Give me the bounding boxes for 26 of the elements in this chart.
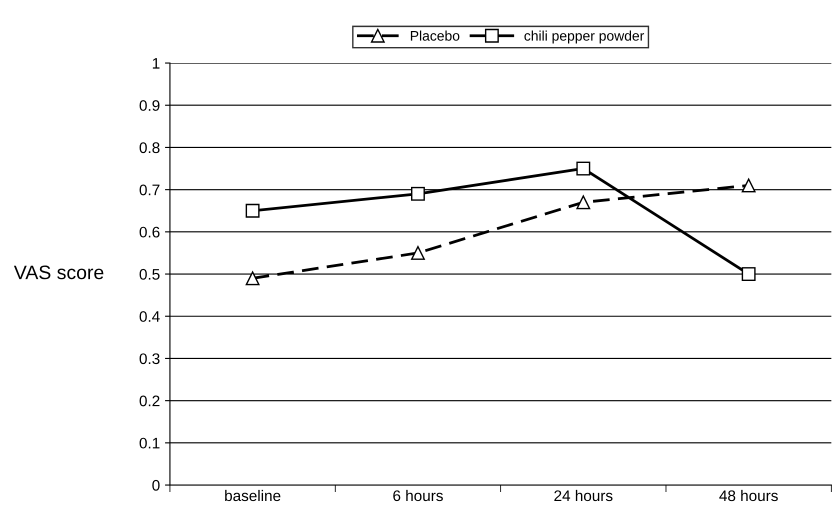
point	[246, 204, 260, 218]
y-tick-label: 0.2	[140, 396, 160, 406]
y-tick-label: 0	[152, 480, 160, 491]
y-tick-label: 0.6	[140, 226, 160, 238]
y-axis-title: VAS score	[14, 265, 104, 280]
x-tick-label: baseline	[225, 490, 280, 502]
y-tick-label: 0.1	[140, 438, 160, 449]
point	[246, 271, 260, 286]
point	[576, 195, 590, 210]
y-tick-label: 0.5	[140, 268, 160, 280]
y-tick-label: 0.9	[140, 100, 160, 111]
point	[411, 186, 425, 201]
point	[742, 267, 756, 281]
x-tick-label: 6 hours	[393, 490, 443, 502]
legend-label: chili pepper powder	[524, 30, 644, 44]
point	[576, 162, 590, 176]
x-tick-label: 48 hours	[719, 490, 778, 502]
y-tick-label: 0.4	[140, 311, 160, 322]
y-tick-label: 0.3	[140, 353, 160, 364]
x-tick-label: 24 hours	[554, 490, 612, 502]
y-tick-label: 0.7	[140, 184, 160, 196]
point	[411, 246, 425, 260]
point	[742, 178, 756, 192]
y-tick-label: 0.8	[140, 142, 160, 154]
y-tick-label: 1	[152, 58, 160, 69]
legend-label: Placebo	[410, 30, 460, 41]
